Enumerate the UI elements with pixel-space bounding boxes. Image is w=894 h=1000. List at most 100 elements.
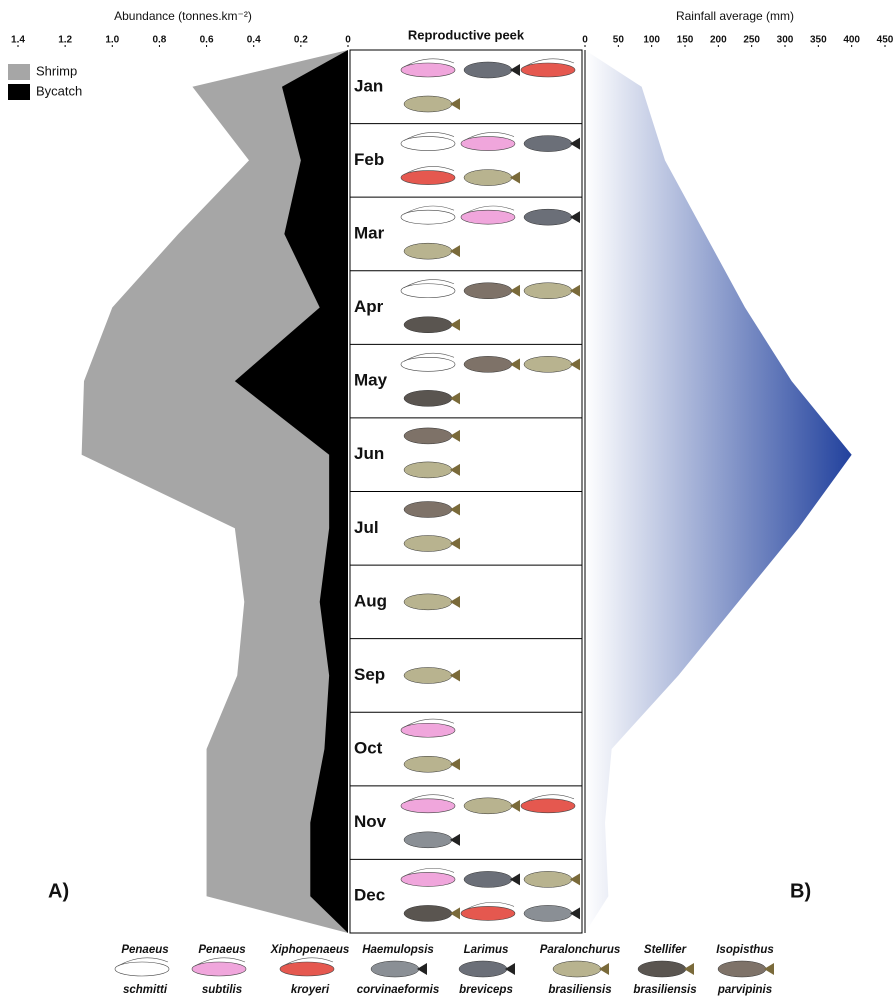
x-axis-title: Rainfall average (mm)	[676, 9, 794, 23]
shrimp-antenna	[403, 867, 455, 877]
fish-tail	[417, 963, 427, 975]
fish-icon	[523, 208, 573, 226]
shrimp-icon	[114, 961, 170, 977]
fish-tail	[570, 873, 580, 886]
fish-tail	[450, 595, 460, 608]
x-axis-title: Abundance (tonnes.km⁻²)	[114, 9, 252, 23]
species-epithet: breviceps	[459, 984, 513, 996]
legend-swatch	[8, 84, 30, 100]
fish-tail	[450, 318, 460, 331]
fish-icon	[403, 831, 453, 849]
shrimp-icon	[400, 357, 456, 372]
fish-tail	[450, 392, 460, 405]
fish-icon	[552, 960, 602, 978]
fish-icon	[523, 905, 573, 922]
fish-icon	[463, 871, 513, 888]
fish-icon	[403, 95, 453, 113]
species-epithet: parvipinis	[717, 984, 772, 996]
fish-icon	[403, 667, 453, 684]
shrimp-antenna	[523, 58, 575, 68]
species-epithet: corvinaeformis	[357, 984, 439, 996]
fish-tail	[570, 284, 580, 297]
species-genus: Xiphopenaeus	[270, 944, 350, 956]
x-tick-label: 50	[613, 35, 625, 46]
reproductive-column: Reproductive peek Jan Feb Mar Apr May Jun Jul A…	[349, 27, 583, 934]
fish-icon	[403, 593, 453, 611]
fish-icon	[717, 960, 767, 978]
shrimp-antenna	[403, 205, 455, 215]
fish-icon	[403, 461, 453, 479]
fish-tail	[570, 137, 580, 150]
shrimp-icon	[520, 62, 576, 78]
fish-tail	[570, 211, 580, 224]
area	[81, 50, 349, 933]
x-tick-label: 0	[345, 35, 351, 46]
x-tick-label: 1.4	[11, 35, 25, 46]
x-tick-label: 0.2	[294, 35, 308, 46]
shrimp-icon	[400, 722, 456, 738]
x-tick-label: 150	[677, 35, 694, 46]
shrimp-icon	[400, 209, 456, 225]
x-tick-label: 0.4	[247, 35, 261, 46]
shrimp-antenna	[403, 718, 455, 728]
fish-tail	[450, 245, 460, 258]
fish-tail	[450, 537, 460, 550]
x-tick-label: 100	[643, 35, 660, 46]
shrimp-icon	[460, 906, 516, 921]
fish-tail	[450, 503, 460, 516]
x-tick-label: 300	[777, 35, 794, 46]
fish-tail	[450, 98, 460, 110]
panel-b: Rainfall average (mm) 0 50 100 150 200 250 300 3…	[582, 9, 894, 933]
fish-tail	[450, 833, 460, 846]
fish-tail	[764, 963, 774, 975]
legend-label: Bycatch	[36, 83, 82, 98]
species-epithet: subtilis	[202, 984, 242, 996]
shrimp-antenna	[463, 205, 515, 215]
panel-a: Abundance (tonnes.km⁻²) 1.4 1.2 1.0 0.8 0.6 0.…	[8, 9, 351, 933]
center-title: Reproductive peek	[408, 27, 525, 42]
legend-label: Shrimp	[36, 63, 77, 78]
panel-label: A)	[48, 880, 69, 902]
x-tick-label: 250	[743, 35, 760, 46]
x-tick-label: 0	[582, 35, 588, 46]
panel-label: B)	[790, 880, 811, 902]
legend-swatch	[8, 64, 30, 80]
month-label: Sep	[354, 665, 385, 684]
shrimp-antenna	[403, 794, 455, 804]
species-genus: Larimus	[464, 944, 509, 956]
species-epithet: kroyeri	[291, 984, 330, 996]
fish-tail	[450, 907, 460, 920]
fish-icon	[523, 135, 573, 152]
month-label: Apr	[354, 297, 384, 316]
fish-icon	[370, 960, 420, 978]
fish-icon	[403, 756, 453, 773]
species-epithet: brasiliensis	[548, 984, 611, 996]
fish-icon	[458, 960, 508, 978]
shrimp-antenna	[403, 279, 455, 289]
shrimp-antenna	[117, 957, 169, 967]
x-tick-label: 450	[877, 35, 894, 46]
fish-icon	[463, 282, 513, 299]
month-label: Mar	[354, 223, 385, 242]
species-genus: Stellifer	[644, 944, 687, 956]
species-epithet: brasiliensis	[633, 984, 696, 996]
fish-icon	[637, 960, 687, 978]
shrimp-icon	[520, 798, 576, 814]
fish-tail	[450, 669, 460, 682]
fish-tail	[510, 358, 520, 371]
species-genus: Penaeus	[121, 944, 168, 956]
shrimp-antenna	[282, 957, 334, 967]
fish-tail	[450, 429, 460, 442]
fish-tail	[510, 171, 520, 184]
shrimp-icon	[191, 961, 247, 977]
month-label: Jan	[354, 76, 383, 95]
month-label: Jun	[354, 444, 384, 463]
species-legend: Penaeus schmitti Penaeus subtilis Xiphopenae…	[114, 944, 774, 996]
species-epithet: schmitti	[123, 984, 168, 996]
x-tick-label: 0.8	[152, 35, 166, 46]
shrimp-antenna	[523, 794, 575, 804]
fish-tail	[505, 963, 515, 975]
shrimp-icon	[400, 62, 456, 78]
shrimp-antenna	[463, 901, 515, 911]
